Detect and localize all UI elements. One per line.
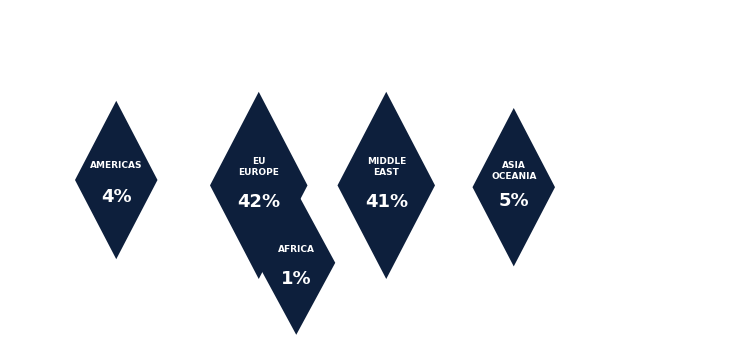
Polygon shape — [210, 92, 308, 279]
Polygon shape — [75, 101, 158, 259]
Text: AMERICAS: AMERICAS — [90, 161, 142, 170]
Polygon shape — [257, 191, 335, 335]
Text: MIDDLE
EAST: MIDDLE EAST — [367, 157, 406, 176]
Text: 42%: 42% — [237, 193, 280, 211]
Text: ASIA
OCEANIA: ASIA OCEANIA — [491, 162, 536, 181]
Text: AFRICA: AFRICA — [278, 246, 315, 254]
Polygon shape — [472, 108, 555, 266]
Polygon shape — [338, 92, 435, 279]
Text: EU
EUROPE: EU EUROPE — [238, 157, 279, 176]
Text: 4%: 4% — [101, 188, 131, 206]
Text: 1%: 1% — [281, 270, 311, 288]
Text: 5%: 5% — [499, 193, 529, 211]
Text: 41%: 41% — [364, 193, 408, 211]
